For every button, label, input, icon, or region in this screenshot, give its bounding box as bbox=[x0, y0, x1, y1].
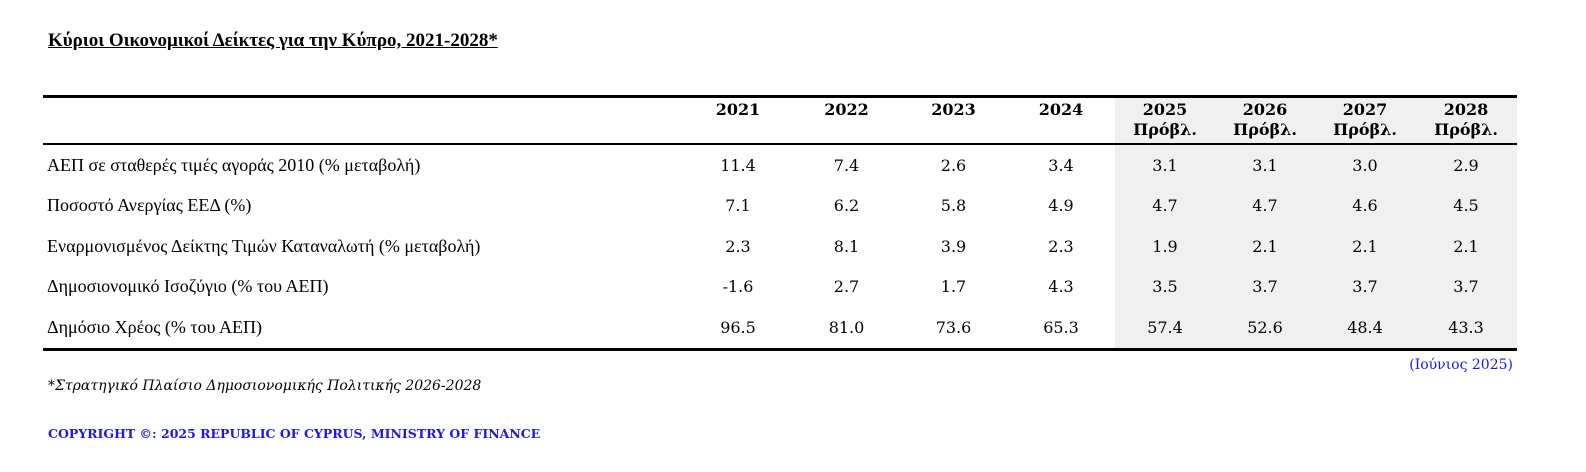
row-label: Δημοσιονομικό Ισοζύγιο (% του ΑΕΠ) bbox=[47, 276, 329, 297]
table-cell-forecast: 3.7 bbox=[1215, 266, 1315, 307]
table-cell-forecast: 4.5 bbox=[1415, 185, 1517, 226]
header-year-2027-forecast: 2027 Πρόβλ. bbox=[1315, 96, 1415, 144]
row-label: ΑΕΠ σε σταθερές τιμές αγοράς 2010 (% μετ… bbox=[47, 154, 421, 175]
table-cell-forecast: 2.9 bbox=[1415, 144, 1517, 186]
table-cell-forecast: 2.1 bbox=[1315, 226, 1415, 267]
table-cell: 96.5 bbox=[683, 307, 793, 351]
indicators-table-container: 2021 2022 2023 2024 2025 Πρόβλ. 2026 Πρόβλ… bbox=[43, 95, 1517, 351]
table-cell-forecast: 2.1 bbox=[1415, 226, 1517, 267]
indicators-table: 2021 2022 2023 2024 2025 Πρόβλ. 2026 Πρόβλ… bbox=[43, 95, 1517, 351]
table-cell-forecast: 4.6 bbox=[1315, 185, 1415, 226]
table-cell-forecast: 3.1 bbox=[1215, 144, 1315, 186]
table-cell-forecast: 1.9 bbox=[1115, 226, 1215, 267]
table-cell-forecast: 52.6 bbox=[1215, 307, 1315, 351]
footnote: *Στρατηγικό Πλαίσιο Δημοσιονομικής Πολιτ… bbox=[48, 378, 482, 394]
table-row: Δημόσιο Χρέος (% του ΑΕΠ) 96.5 81.0 73.6… bbox=[43, 307, 1517, 351]
row-label: Ποσοστό Ανεργίας ΕΕΔ (%) bbox=[47, 195, 252, 216]
table-cell: 3.9 bbox=[940, 236, 967, 256]
row-label: Δημόσιο Χρέος (% του ΑΕΠ) bbox=[43, 307, 683, 351]
table-cell: 73.6 bbox=[900, 307, 1007, 351]
table-cell-forecast: 3.0 bbox=[1315, 144, 1415, 186]
header-year-2023: 2023 bbox=[931, 100, 976, 119]
table-cell: 2.3 bbox=[725, 236, 751, 256]
table-cell: 2.3 bbox=[1048, 236, 1074, 256]
header-year-2025-forecast: 2025 Πρόβλ. bbox=[1115, 96, 1215, 144]
table-cell: 11.4 bbox=[720, 155, 756, 175]
table-row: Ποσοστό Ανεργίας ΕΕΔ (%) 7.1 6.2 5.8 4.9… bbox=[43, 185, 1517, 226]
table-cell-forecast: 3.7 bbox=[1315, 266, 1415, 307]
header-year-2026-forecast: 2026 Πρόβλ. bbox=[1215, 96, 1315, 144]
table-cell: 1.7 bbox=[940, 277, 967, 297]
table-cell: 3.4 bbox=[1048, 155, 1074, 175]
header-label-cell bbox=[43, 97, 683, 145]
table-cell-forecast: 3.7 bbox=[1415, 266, 1517, 307]
table-cell-forecast: 3.1 bbox=[1115, 144, 1215, 186]
table-cell: 8.1 bbox=[833, 236, 860, 256]
table-row: Δημοσιονομικό Ισοζύγιο (% του ΑΕΠ) -1.6 … bbox=[43, 266, 1517, 307]
header-year-2021: 2021 bbox=[715, 100, 761, 119]
table-cell-forecast: 43.3 bbox=[1415, 307, 1517, 351]
table-cell: 2.7 bbox=[833, 277, 860, 297]
header-year-2024: 2024 bbox=[1038, 100, 1084, 119]
table-cell: 2.6 bbox=[940, 155, 967, 175]
table-row: ΑΕΠ σε σταθερές τιμές αγοράς 2010 (% μετ… bbox=[43, 144, 1517, 186]
header-year-2022: 2022 bbox=[824, 100, 869, 119]
table-cell: 65.3 bbox=[1007, 307, 1115, 351]
table-cell: 6.2 bbox=[833, 196, 860, 216]
page-title: Κύριοι Οικονομικοί Δείκτες για την Κύπρο… bbox=[48, 30, 498, 51]
row-label: Εναρμονισμένος Δείκτης Τιμών Καταναλωτή … bbox=[47, 235, 481, 256]
table-cell-forecast: 57.4 bbox=[1115, 307, 1215, 351]
table-cell-forecast: 3.5 bbox=[1115, 266, 1215, 307]
copyright-notice: COPYRIGHT ©: 2025 REPUBLIC OF CYPRUS, MI… bbox=[48, 426, 541, 441]
table-cell: 7.1 bbox=[725, 196, 751, 216]
table-cell-forecast: 2.1 bbox=[1215, 226, 1315, 267]
table-cell: 81.0 bbox=[793, 307, 900, 351]
table-cell: 5.8 bbox=[940, 196, 967, 216]
table-cell: 4.9 bbox=[1048, 196, 1074, 216]
table-cell: 4.3 bbox=[1048, 277, 1074, 297]
table-cell-forecast: 4.7 bbox=[1215, 185, 1315, 226]
table-header-row: 2021 2022 2023 2024 2025 Πρόβλ. 2026 Πρόβλ… bbox=[43, 96, 1517, 145]
table-cell-forecast: 4.7 bbox=[1115, 185, 1215, 226]
date-note: (Ιούνιος 2025) bbox=[1409, 357, 1513, 373]
table-cell: 7.4 bbox=[833, 155, 860, 175]
table-row: Εναρμονισμένος Δείκτης Τιμών Καταναλωτή … bbox=[43, 226, 1517, 267]
header-year-2028-forecast: 2028 Πρόβλ. bbox=[1415, 96, 1517, 144]
table-cell-forecast: 48.4 bbox=[1315, 307, 1415, 351]
table-cell: -1.6 bbox=[722, 277, 754, 297]
